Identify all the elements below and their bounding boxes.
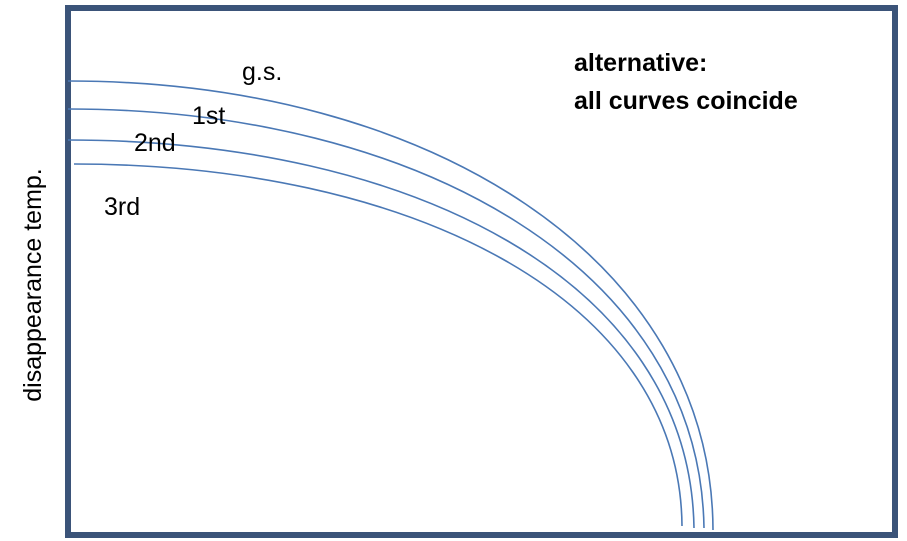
curve-label-3rd: 3rd bbox=[104, 193, 140, 221]
y-axis-label: disappearance temp. bbox=[19, 168, 47, 401]
curve-label-1st: 1st bbox=[192, 102, 225, 130]
curve-third-excited bbox=[73, 163, 683, 527]
note-line-2: all curves coincide bbox=[574, 87, 798, 115]
curve-ground-state bbox=[67, 80, 714, 531]
curve-first-excited bbox=[67, 108, 705, 529]
curve-label-gs: g.s. bbox=[242, 58, 282, 86]
plot-frame bbox=[65, 5, 898, 538]
note-line-1: alternative: bbox=[574, 49, 707, 77]
curve-label-2nd: 2nd bbox=[134, 129, 176, 157]
curve-second-excited bbox=[67, 139, 695, 529]
